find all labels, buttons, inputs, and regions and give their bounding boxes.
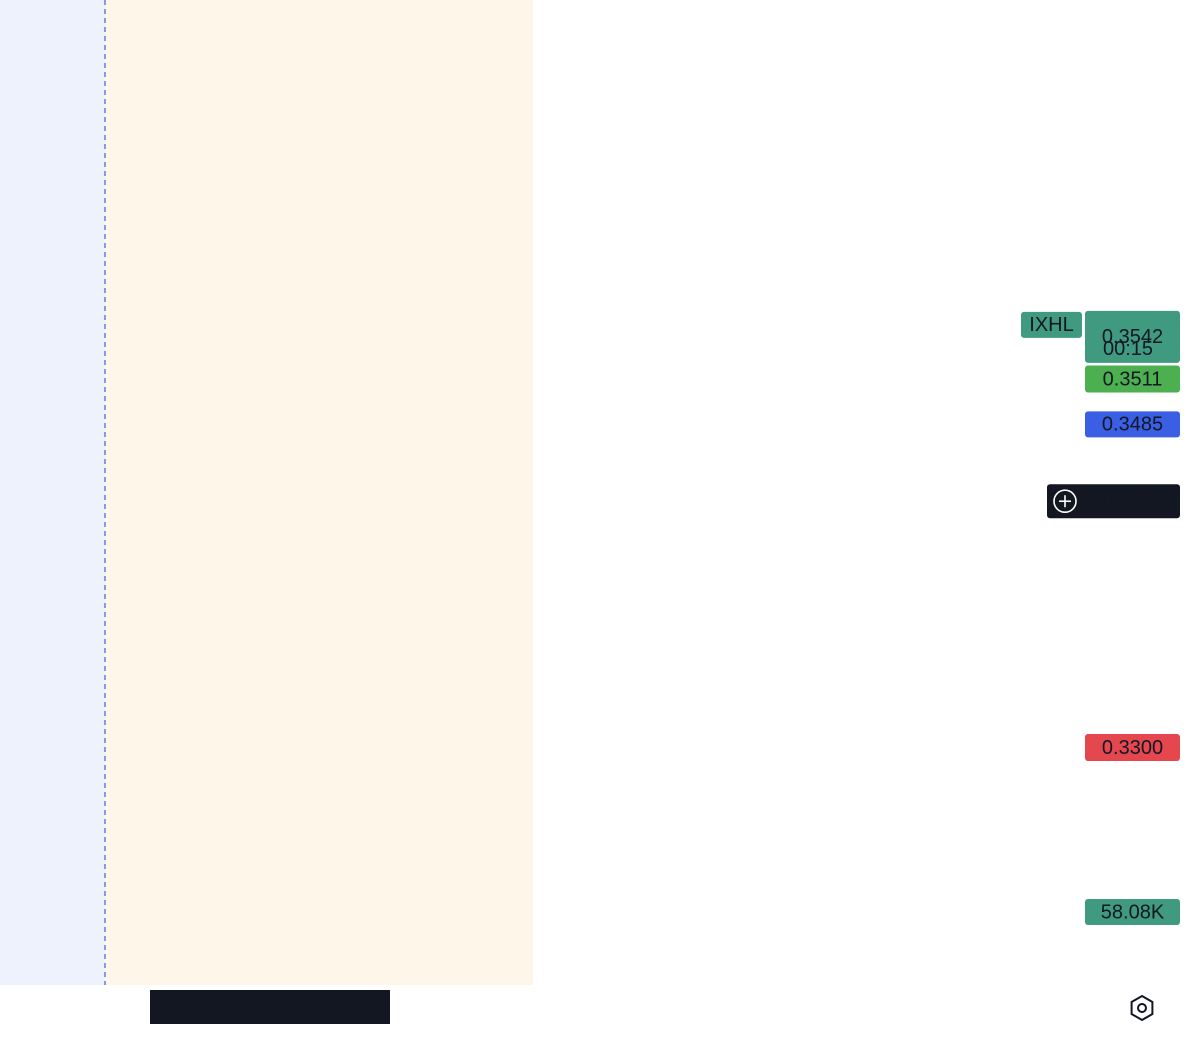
trendline-badge: 0.3485 (1085, 411, 1180, 438)
crosshair-date: Fri 17 Oct '25 (166, 996, 285, 1018)
settings-icon[interactable] (1130, 994, 1154, 1022)
level-badge-text: 0.3300 (1102, 737, 1163, 759)
volume-badge-text: 58.08K (1101, 901, 1165, 923)
crosshair-time-box (150, 990, 390, 1024)
symbol-badge-box (1021, 311, 1082, 338)
crosshair-price-badge-box (1047, 484, 1180, 519)
countdown-text: 00:15 (1103, 338, 1153, 360)
crosshair-price-badge: 0.3441 (1047, 484, 1180, 519)
last-price-badge-box (1085, 310, 1180, 363)
premarket-session (0, 0, 105, 985)
volume-badge-box (1085, 899, 1180, 926)
symbol-badge-text: IXHL (1029, 314, 1073, 336)
level-badge-text: 0.3511 (1103, 368, 1163, 390)
level-badge-box (1085, 733, 1180, 761)
trendline-badge-box (1085, 411, 1180, 438)
last-price-badge-text: 0.3542 (1102, 326, 1163, 348)
crosshair-price-badge-text: 0.3441 (1103, 491, 1164, 513)
crosshair-time: 10:00 (277, 996, 327, 1018)
regular-session (105, 0, 533, 985)
level-badge: 0.3511 (1085, 365, 1180, 393)
settings-dot (1137, 1003, 1147, 1013)
level-badge-box (1085, 365, 1180, 393)
volume-badge: 58.08K (1085, 899, 1180, 926)
settings-hexagon (1130, 994, 1154, 1022)
level-badge: 0.3300 (1085, 733, 1180, 761)
trendline-badge-text: 0.3485 (1102, 414, 1163, 436)
plus-circle (1053, 489, 1077, 514)
symbol-badge: IXHL (1021, 311, 1082, 338)
